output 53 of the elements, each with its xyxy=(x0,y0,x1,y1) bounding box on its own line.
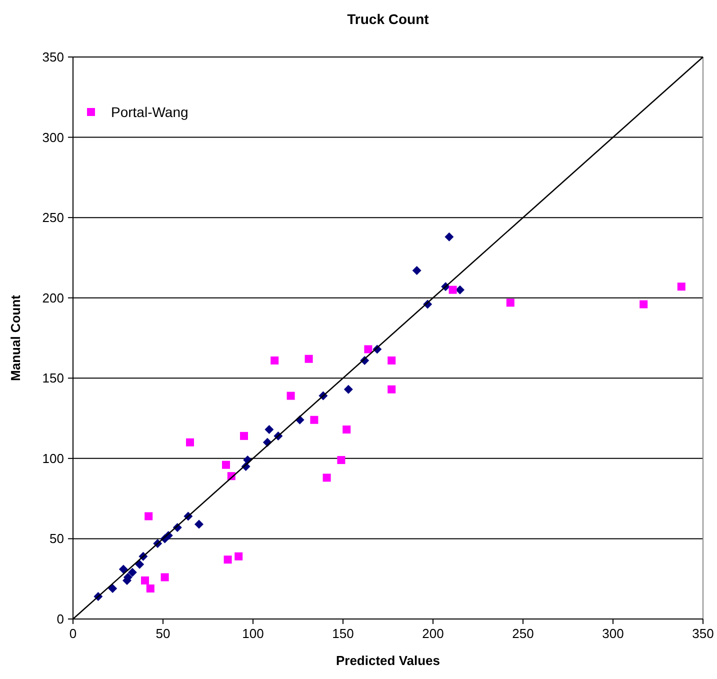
x-tick-label: 100 xyxy=(242,626,264,641)
point xyxy=(270,356,279,364)
y-tick-label: 150 xyxy=(42,370,64,386)
point xyxy=(506,298,514,307)
point xyxy=(304,354,313,363)
point xyxy=(337,456,346,464)
point xyxy=(141,576,149,584)
x-tick-label: 50 xyxy=(156,626,170,641)
point xyxy=(160,573,169,582)
point xyxy=(322,474,331,482)
y-tick-label: 100 xyxy=(42,450,64,466)
point xyxy=(640,300,648,308)
point xyxy=(677,282,686,291)
chart-title: Truck Count xyxy=(347,11,430,27)
point xyxy=(108,584,118,593)
point xyxy=(342,426,351,434)
x-axis-title: Predicted Values xyxy=(336,653,440,668)
point xyxy=(388,356,396,364)
y-tick-label: 0 xyxy=(56,612,64,626)
point xyxy=(264,425,274,434)
point xyxy=(146,584,154,592)
y-tick-label: 200 xyxy=(42,290,64,306)
y-axis-title: Manual Count xyxy=(8,294,23,381)
y-tick-label: 250 xyxy=(42,210,64,226)
y-tick-label: 350 xyxy=(42,50,64,64)
y-tick-label: 50 xyxy=(50,531,64,546)
point xyxy=(344,384,353,394)
point xyxy=(186,438,194,446)
point xyxy=(448,286,457,294)
point xyxy=(412,266,422,276)
point xyxy=(224,556,232,564)
point xyxy=(310,416,318,424)
x-tick-label: 200 xyxy=(422,626,444,641)
point xyxy=(388,385,396,394)
point xyxy=(444,232,454,242)
x-tick-label: 350 xyxy=(692,626,714,641)
point xyxy=(240,432,248,440)
point xyxy=(128,568,137,577)
point xyxy=(135,560,144,569)
point xyxy=(194,520,204,529)
point xyxy=(118,564,128,574)
point xyxy=(234,552,243,560)
point xyxy=(364,345,372,354)
point xyxy=(456,285,464,294)
legend-label: Portal-Wang xyxy=(111,104,188,120)
x-tick-label: 0 xyxy=(69,626,77,641)
point xyxy=(144,512,153,520)
x-tick-label: 150 xyxy=(332,626,354,641)
x-tick-label: 300 xyxy=(602,626,624,641)
x-tick-label: 250 xyxy=(512,626,534,641)
y-tick-label: 300 xyxy=(42,130,64,145)
point xyxy=(222,460,230,469)
point xyxy=(286,392,295,400)
